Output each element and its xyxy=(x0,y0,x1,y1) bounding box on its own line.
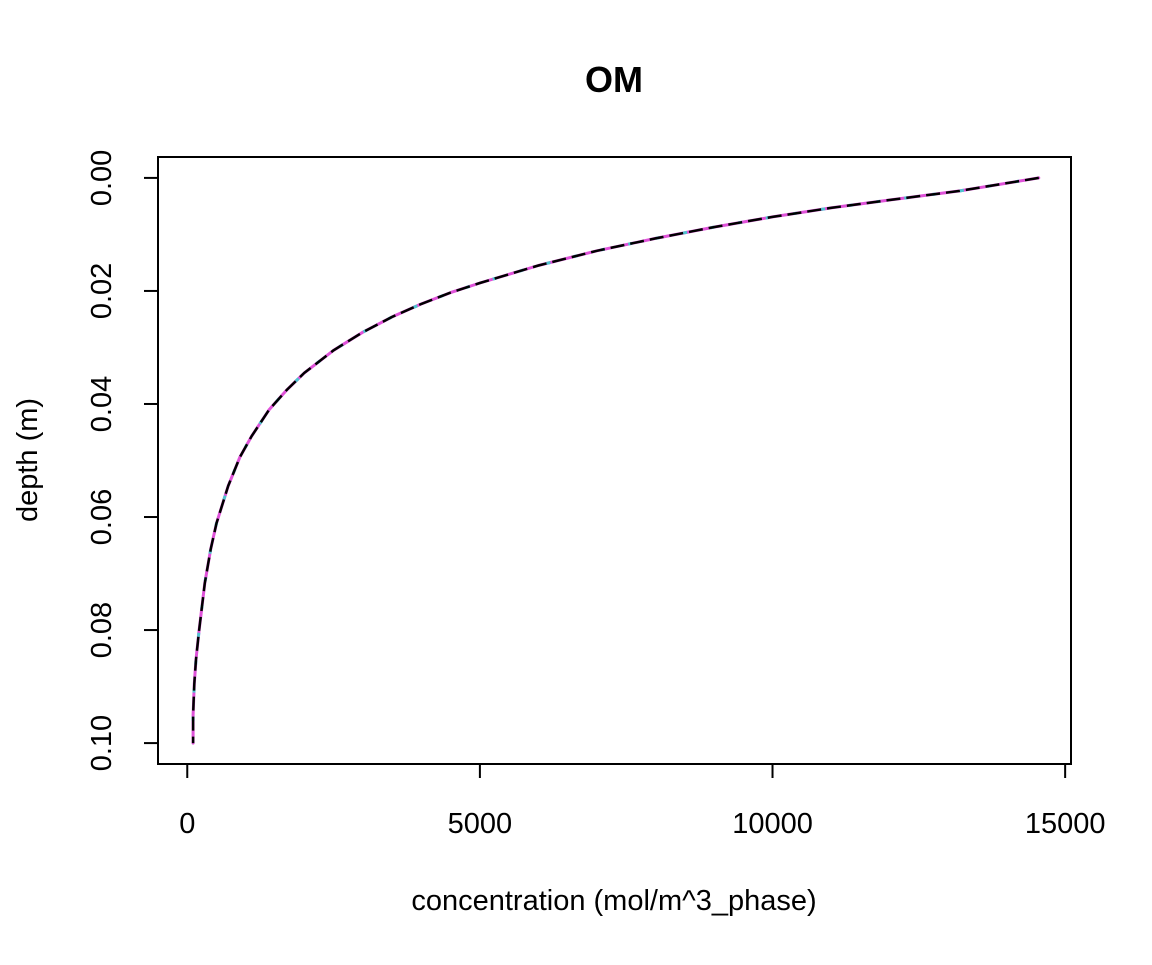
y-tick-label: 0.10 xyxy=(86,715,118,771)
x-axis-label: concentration (mol/m^3_phase) xyxy=(411,885,816,917)
y-tick-label: 0.02 xyxy=(86,263,118,319)
series-line xyxy=(191,176,1040,744)
x-tick-label: 15000 xyxy=(1025,808,1106,840)
y-tick-label: 0.06 xyxy=(86,489,118,545)
x-tick-label: 5000 xyxy=(448,808,513,840)
x-tick-label: 0 xyxy=(179,808,195,840)
y-axis-label: depth (m) xyxy=(12,398,44,522)
chart-title: OM xyxy=(585,59,643,100)
y-tick-label: 0.08 xyxy=(86,602,118,658)
series-layer xyxy=(191,176,1041,745)
x-axis: 0 5000 10000 15000 xyxy=(179,763,1106,840)
series-line-overlay-magenta xyxy=(191,176,1041,745)
y-axis: 0.00 0.02 0.04 0.06 0.08 0.10 xyxy=(86,150,159,771)
x-tick-label: 10000 xyxy=(732,808,813,840)
y-tick-label: 0.00 xyxy=(86,150,118,206)
series-line-overlay-cyan xyxy=(191,176,1040,744)
y-tick-label: 0.04 xyxy=(86,376,118,432)
